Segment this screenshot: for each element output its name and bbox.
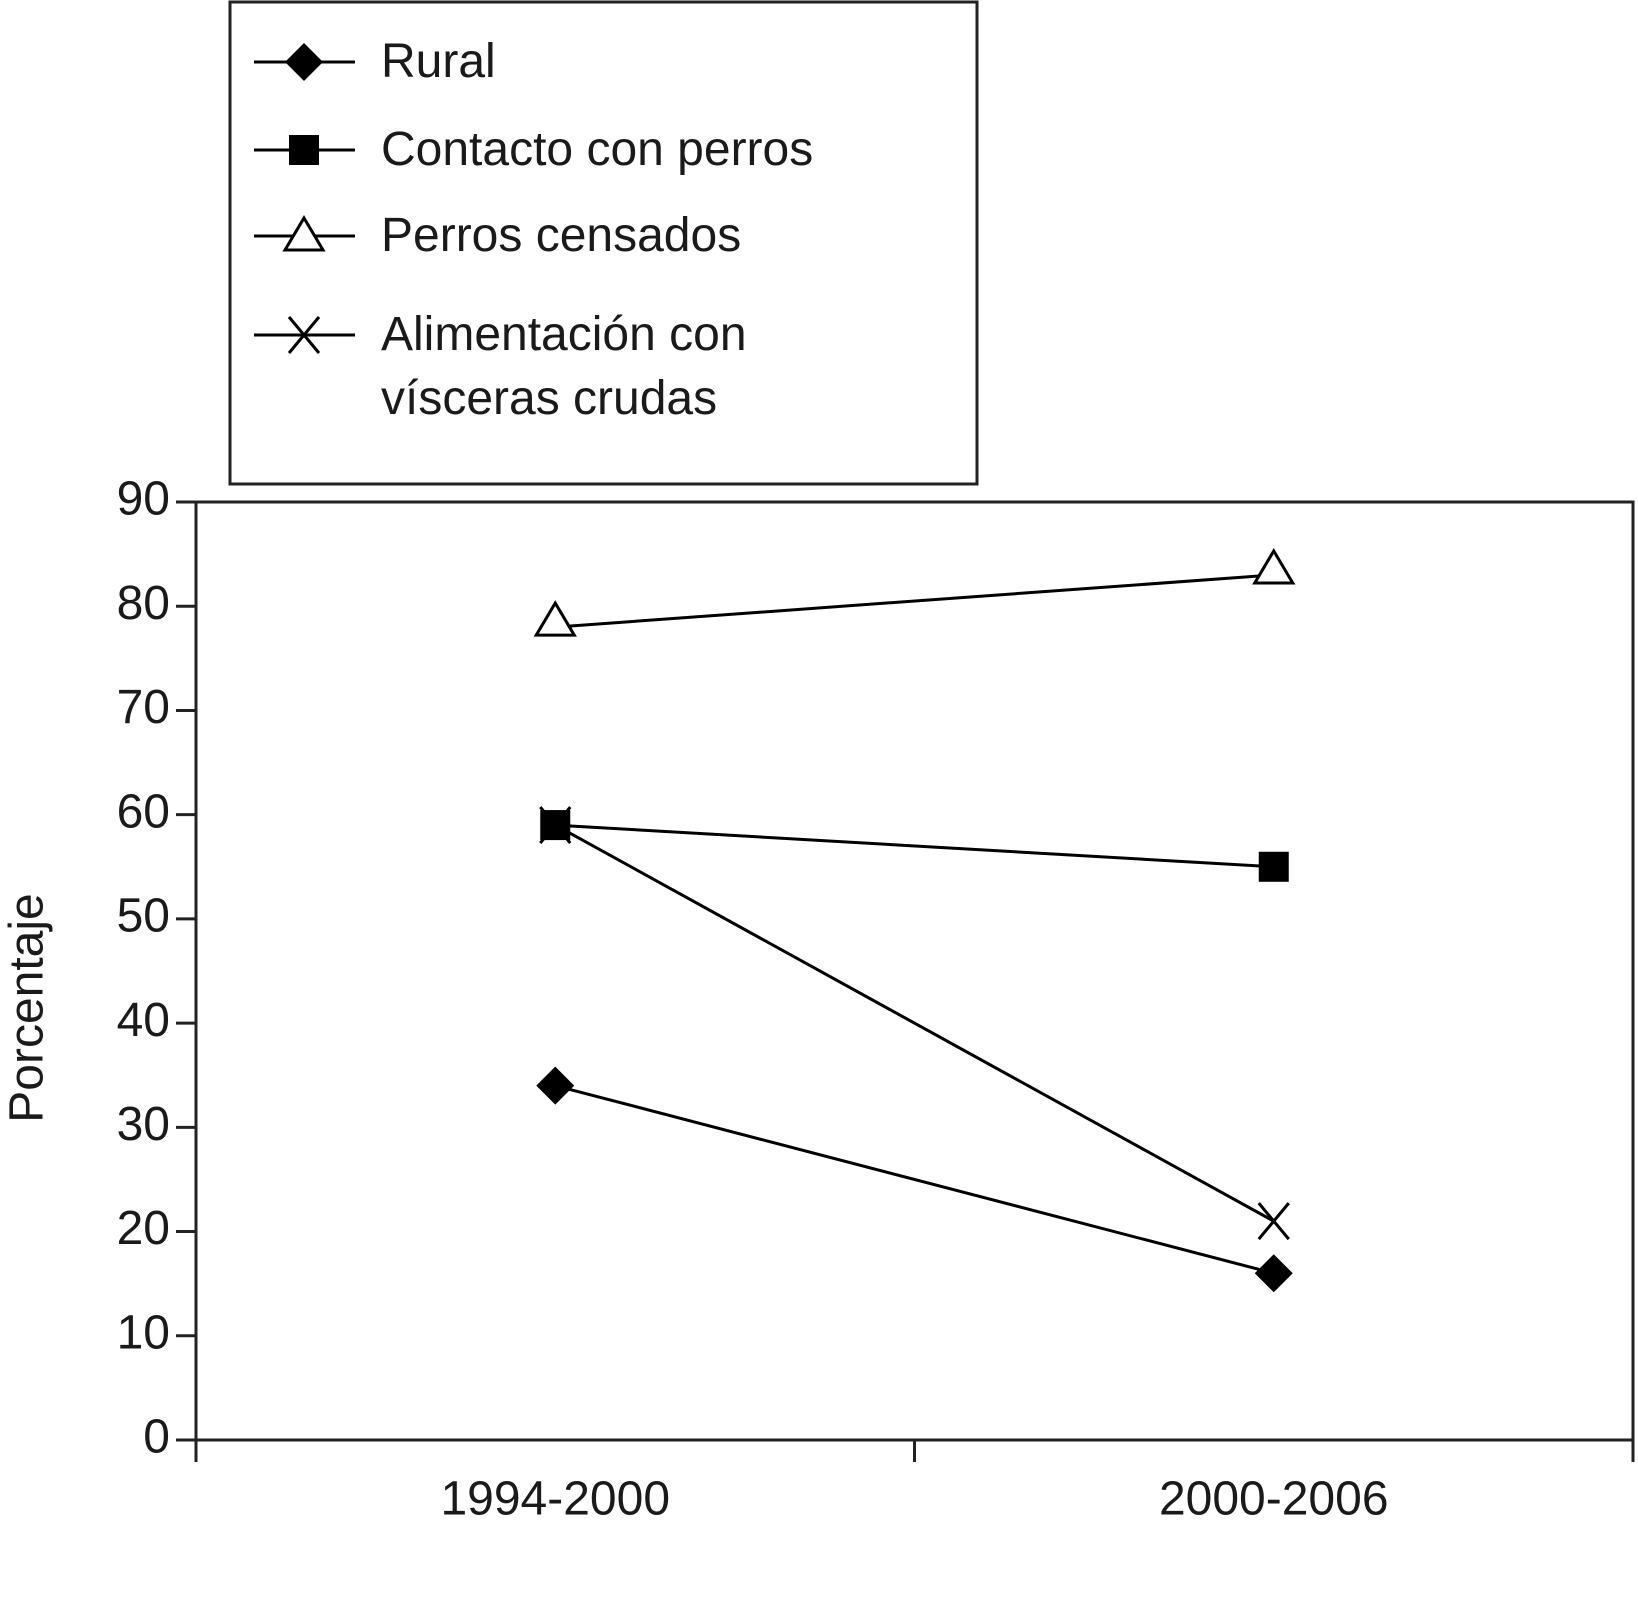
legend-box xyxy=(228,0,979,486)
series-line xyxy=(555,823,1274,869)
legend-label: Rural xyxy=(381,35,496,88)
data-point xyxy=(533,600,577,637)
x-tick-label: 2000-2006 xyxy=(1159,1473,1389,1526)
y-axis-label: Porcentaje xyxy=(1,893,54,1122)
y-tick-label: 50 xyxy=(117,890,170,943)
plot-frame xyxy=(194,500,1635,1442)
series-line xyxy=(554,823,1275,1223)
data-point xyxy=(1257,1202,1290,1241)
legend-marker xyxy=(285,43,323,81)
legend-label: Contacto con perros xyxy=(381,123,814,176)
legend-label: Alimentación con vísceras crudas xyxy=(381,308,747,425)
series-line xyxy=(555,573,1274,629)
y-tick-label: 10 xyxy=(117,1306,170,1359)
legend-label: Perros censados xyxy=(381,209,742,262)
y-tick-label: 40 xyxy=(117,994,170,1047)
y-tick-label: 70 xyxy=(117,681,170,734)
y-tick-label: 30 xyxy=(117,1098,170,1151)
legend-marker xyxy=(287,316,321,354)
legend-marker xyxy=(282,215,326,252)
y-tick-label: 0 xyxy=(143,1411,170,1464)
series-line xyxy=(554,1084,1275,1275)
y-tick-label: 60 xyxy=(117,785,170,838)
data-point xyxy=(539,806,572,845)
y-tick-label: 20 xyxy=(117,1202,170,1255)
data-point xyxy=(1252,548,1296,585)
x-tick-label: 1994-2000 xyxy=(440,1473,670,1526)
y-tick-label: 80 xyxy=(117,577,170,630)
data-point xyxy=(536,1066,575,1105)
legend-marker xyxy=(289,135,319,165)
y-tick-label: 90 xyxy=(117,473,170,526)
data-point xyxy=(1258,851,1289,882)
data-point xyxy=(1254,1254,1293,1293)
